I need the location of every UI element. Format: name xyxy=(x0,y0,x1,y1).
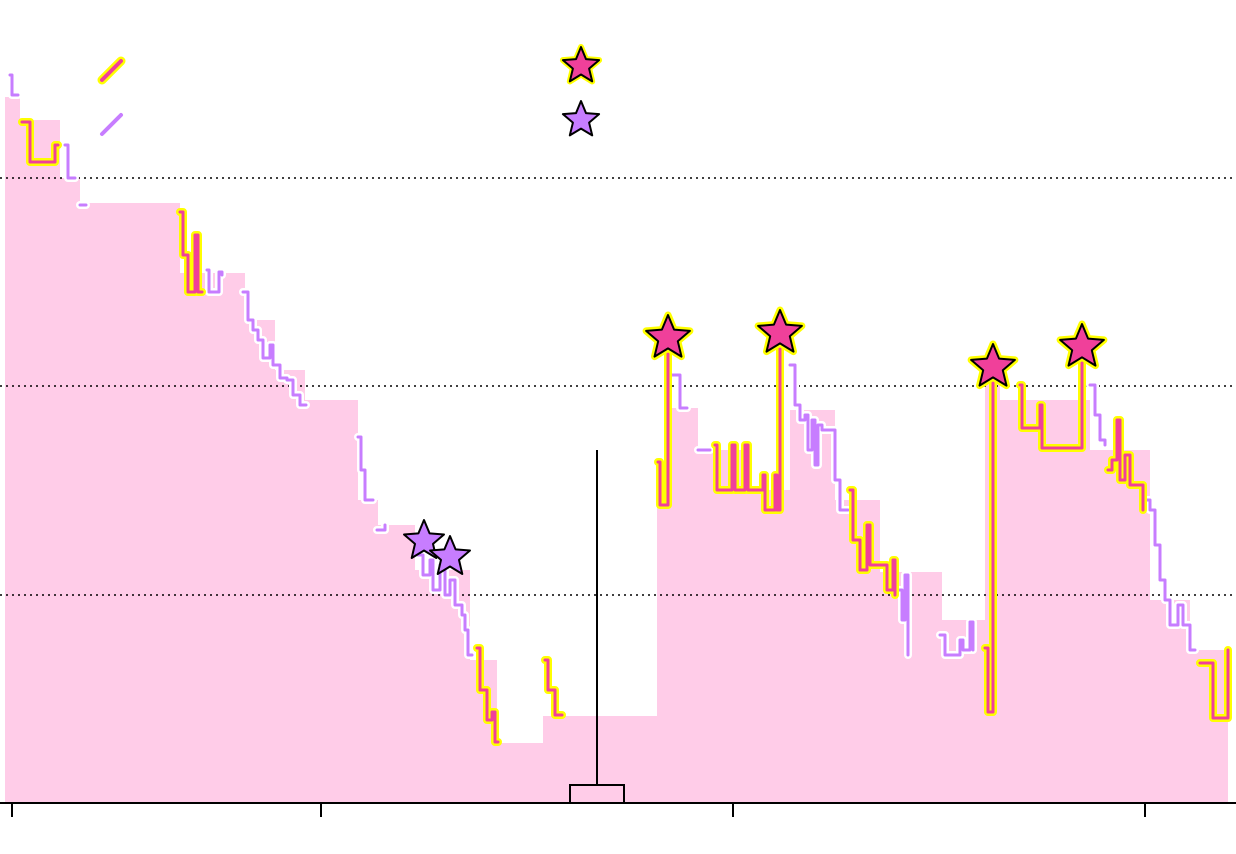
line xyxy=(1018,345,1086,450)
line xyxy=(205,268,224,294)
line xyxy=(848,488,897,597)
legend-line xyxy=(100,59,123,82)
line xyxy=(896,573,910,657)
star-marker xyxy=(403,519,445,559)
line xyxy=(670,373,689,410)
line xyxy=(375,523,387,532)
star-marker xyxy=(1059,323,1105,367)
star-marker xyxy=(970,343,1016,387)
line xyxy=(1088,383,1107,447)
area xyxy=(5,97,1228,803)
line xyxy=(1198,648,1230,720)
legend-line xyxy=(100,113,123,136)
line xyxy=(241,290,308,407)
legend-star xyxy=(561,46,601,83)
line xyxy=(178,210,204,294)
line xyxy=(543,658,564,717)
star-marker xyxy=(429,535,471,575)
star-marker xyxy=(645,314,691,358)
line xyxy=(20,120,60,164)
line xyxy=(63,143,77,180)
line xyxy=(788,363,850,512)
legend-star xyxy=(561,100,601,137)
line xyxy=(938,620,975,657)
line xyxy=(8,73,20,97)
star-marker xyxy=(757,309,803,353)
line xyxy=(713,333,784,512)
line xyxy=(475,646,500,744)
line xyxy=(1143,498,1197,652)
line xyxy=(1106,418,1145,512)
line xyxy=(416,553,474,657)
line xyxy=(356,435,375,502)
